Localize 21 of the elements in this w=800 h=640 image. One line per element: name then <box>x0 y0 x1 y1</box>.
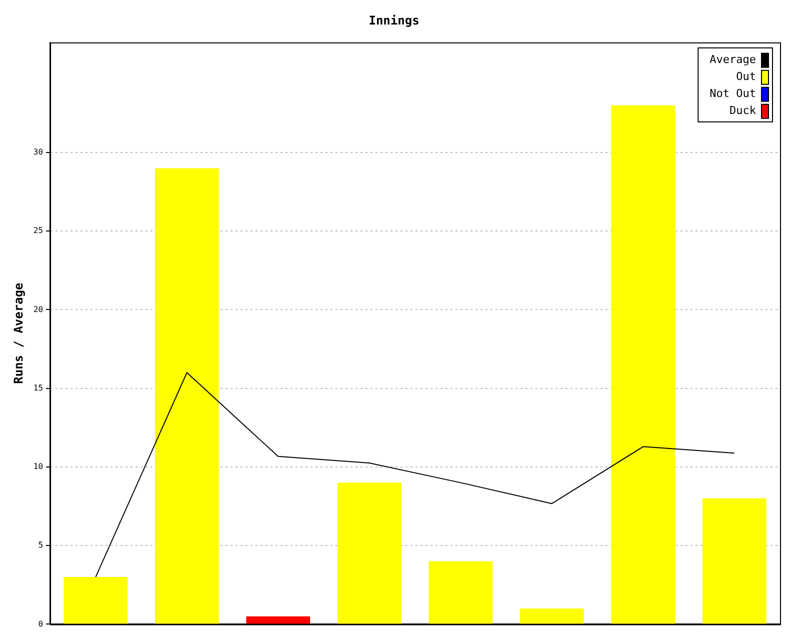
legend-label: Average <box>710 52 756 66</box>
bar <box>611 105 676 624</box>
bar <box>64 577 128 624</box>
bar <box>246 616 310 624</box>
y-tick-label: 15 <box>33 383 44 392</box>
bar <box>702 498 766 624</box>
y-axis-title: Runs / Average <box>11 282 26 384</box>
legend-label: Not Out <box>710 86 756 100</box>
y-tick-label: 30 <box>33 148 44 157</box>
bar <box>520 608 584 624</box>
bar <box>428 561 493 624</box>
y-tick-label: 5 <box>38 540 44 550</box>
legend-label: Duck <box>730 104 756 117</box>
bar <box>154 168 219 624</box>
y-tick-label: 25 <box>33 226 44 236</box>
y-tick-label: 0 <box>38 619 44 628</box>
chart-title: Innings <box>368 13 420 28</box>
legend-label: Out <box>736 70 756 83</box>
y-tick-label: 20 <box>33 304 44 314</box>
bar <box>337 482 402 624</box>
y-tick-label: 10 <box>33 462 44 472</box>
